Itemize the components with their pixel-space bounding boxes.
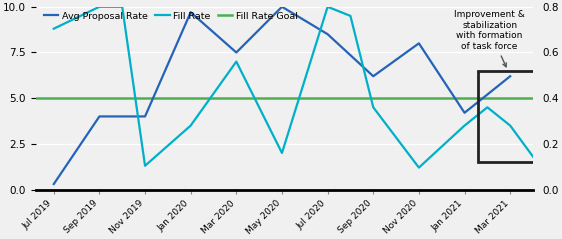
Legend: Avg Proposal Rate, Fill Rate, Fill Rate Goal: Avg Proposal Rate, Fill Rate, Fill Rate … bbox=[40, 8, 302, 24]
Text: Improvement &
stabilization
with formation
of task force: Improvement & stabilization with formati… bbox=[454, 11, 525, 67]
Bar bbox=[478, 71, 538, 162]
